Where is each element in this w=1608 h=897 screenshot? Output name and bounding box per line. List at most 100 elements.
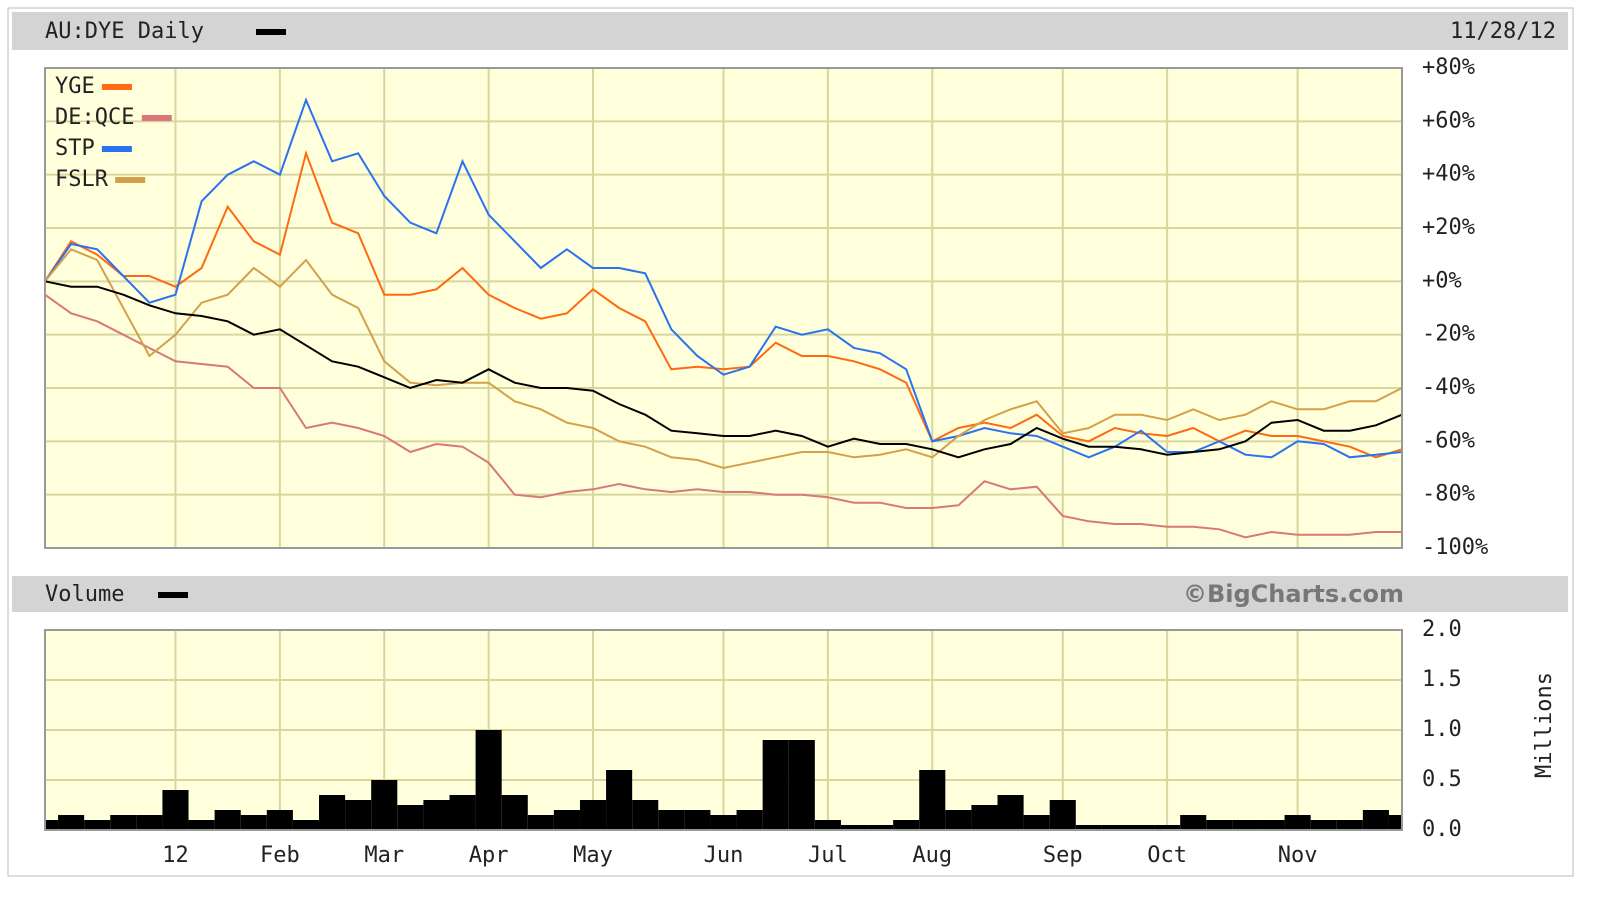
y-tick-label: 1.0: [1422, 717, 1462, 742]
plot-border: [44, 67, 1403, 549]
volume-bar: [971, 805, 998, 830]
volume-bar: [762, 740, 789, 830]
volume-bar: [1336, 820, 1363, 830]
volume-bar: [527, 815, 554, 830]
volume-bar: [423, 800, 450, 830]
y-tick-label: +80%: [1422, 55, 1475, 80]
volume-bar: [1049, 800, 1076, 830]
legend-swatch: [101, 84, 132, 90]
x-tick-label: Feb: [260, 843, 300, 868]
legend-swatch: [256, 29, 286, 35]
x-tick-label: Nov: [1278, 843, 1318, 868]
volume-bar: [1232, 820, 1259, 830]
legend-label: DE:QCE: [55, 105, 134, 130]
legend-label: YGE: [55, 74, 95, 99]
volume-bar: [606, 770, 633, 830]
volume-bar: [632, 800, 659, 830]
y-tick-label: 0.5: [1422, 767, 1462, 792]
volume-bar: [475, 730, 502, 830]
chart-title: AU:DYE Daily: [45, 19, 204, 44]
volume-bar: [710, 815, 737, 830]
y-tick-label: -60%: [1422, 428, 1475, 453]
x-tick-label: Aug: [912, 843, 952, 868]
x-tick-label: Jul: [808, 843, 848, 868]
volume-bar: [1101, 825, 1128, 830]
volume-bar: [1180, 815, 1207, 830]
volume-bar: [188, 820, 215, 830]
y-tick-label: +60%: [1422, 108, 1475, 133]
volume-bar: [397, 805, 424, 830]
volume-bar: [162, 790, 189, 830]
series-line: [44, 149, 1403, 459]
volume-bar: [371, 780, 398, 830]
x-tick-label: Oct: [1147, 843, 1187, 868]
x-tick-label: 12: [162, 843, 189, 868]
volume-bar: [658, 810, 685, 830]
volume-bar: [1258, 820, 1285, 830]
volume-bar: [893, 820, 920, 830]
volume-bar: [1154, 825, 1181, 830]
y-tick-label: -100%: [1422, 535, 1488, 560]
volume-bar: [1127, 825, 1155, 830]
volume-bar: [997, 795, 1024, 830]
volume-bar: [345, 800, 372, 830]
legend-label: FSLR: [55, 167, 109, 192]
legend-swatch: [115, 177, 146, 183]
y-tick-label: -40%: [1422, 375, 1475, 400]
volume-bar: [214, 810, 241, 830]
volume-bar: [840, 825, 868, 830]
volume-bar: [867, 825, 894, 830]
volume-bar: [553, 810, 580, 830]
y-tick-label: +40%: [1422, 162, 1475, 187]
legend-label: STP: [55, 136, 95, 161]
volume-bar: [814, 820, 841, 830]
x-tick-label: May: [573, 843, 613, 868]
volume-bar: [45, 820, 59, 830]
volume-bar: [110, 815, 137, 830]
legend-swatch: [101, 146, 132, 152]
y-tick-label: 1.5: [1422, 667, 1462, 692]
date: 11/28/12: [1450, 19, 1556, 44]
y-tick-label: -20%: [1422, 322, 1475, 347]
y-tick-label: 2.0: [1422, 617, 1462, 642]
volume-header-bar: [12, 576, 1568, 612]
plot-border: [44, 629, 1403, 831]
series-line: [44, 248, 1403, 470]
volume-bar: [1284, 815, 1311, 830]
credit: ©BigCharts.com: [1183, 580, 1404, 608]
volume-bar: [319, 795, 346, 830]
x-tick-label: Apr: [469, 843, 509, 868]
volume-swatch: [158, 592, 188, 598]
volume-bar: [684, 810, 711, 830]
series-line: [44, 97, 1403, 459]
y-tick-label: -80%: [1422, 482, 1475, 507]
y-tick-label: 0.0: [1422, 817, 1462, 842]
volume-bar: [919, 770, 946, 830]
volume-bar: [1388, 815, 1402, 830]
volume-bar: [240, 815, 267, 830]
volume-bar: [266, 810, 293, 830]
x-tick-label: Mar: [364, 843, 404, 868]
volume-bar: [945, 810, 972, 830]
volume-bar: [449, 795, 476, 830]
y-axis-label: Millions: [1532, 672, 1557, 778]
volume-bar: [501, 795, 528, 830]
volume-bar: [579, 800, 607, 830]
series-line: [44, 293, 1402, 539]
volume-bar: [292, 820, 320, 830]
volume-bar: [1310, 820, 1337, 830]
volume-bar: [736, 810, 763, 830]
volume-bar: [84, 820, 111, 830]
volume-bar: [1023, 815, 1050, 830]
volume-bar: [1075, 825, 1102, 830]
header-bar: [12, 12, 1568, 50]
x-tick-label: Jun: [704, 843, 744, 868]
series-line: [44, 280, 1403, 459]
volume-bar: [58, 815, 85, 830]
y-tick-label: +20%: [1422, 215, 1475, 240]
legend-swatch: [141, 115, 172, 121]
volume-bar: [136, 815, 163, 830]
volume-bar: [1362, 810, 1389, 830]
x-tick-label: Sep: [1043, 843, 1083, 868]
